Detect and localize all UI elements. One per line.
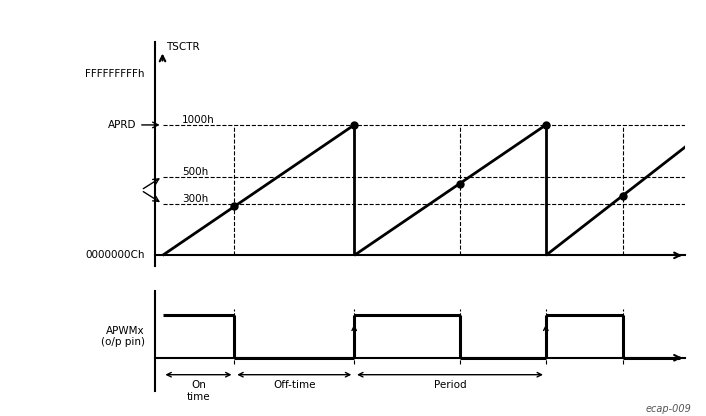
Text: 0000000Ch: 0000000Ch: [85, 250, 145, 260]
Text: 300h: 300h: [182, 194, 208, 204]
Text: 500h: 500h: [182, 166, 208, 176]
Text: 1000h: 1000h: [182, 115, 215, 125]
Text: APRD: APRD: [107, 120, 158, 130]
Text: APWMx
(o/p pin): APWMx (o/p pin): [101, 326, 145, 347]
Text: Period: Period: [433, 380, 467, 390]
Text: TSCTR: TSCTR: [166, 42, 200, 52]
Text: FFFFFFFFFh: FFFFFFFFFh: [85, 69, 145, 79]
Text: ecap-009: ecap-009: [646, 404, 692, 414]
Text: Off-time: Off-time: [273, 380, 316, 390]
Text: On
time: On time: [186, 380, 210, 402]
